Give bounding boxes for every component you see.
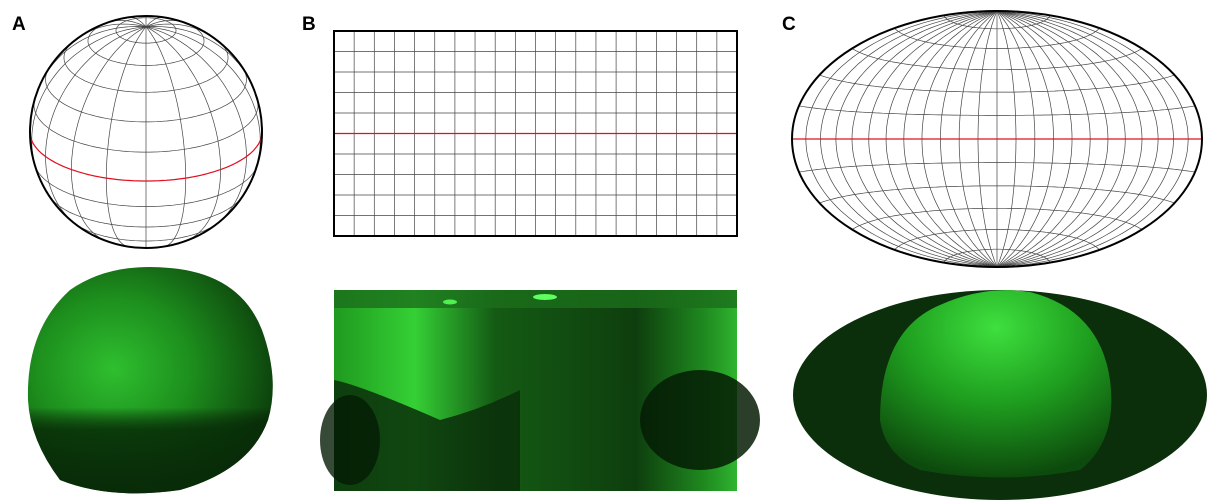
embryo-image-b (320, 290, 760, 491)
meridian (146, 27, 186, 247)
meridian (146, 27, 260, 176)
equirectangular-grid (334, 31, 737, 236)
meridian (32, 27, 146, 176)
orthographic-grid (30, 16, 262, 248)
panel-label: A (12, 14, 26, 35)
meridian (106, 27, 146, 247)
embryo-image-c (793, 290, 1207, 500)
figure: A B C (0, 0, 1213, 501)
meridian (46, 27, 147, 225)
panel-label: B (302, 14, 316, 35)
hammer-grid (792, 11, 1202, 267)
panel-label: C (782, 14, 796, 35)
embryo-image-a (28, 267, 273, 493)
meridian (146, 27, 247, 225)
